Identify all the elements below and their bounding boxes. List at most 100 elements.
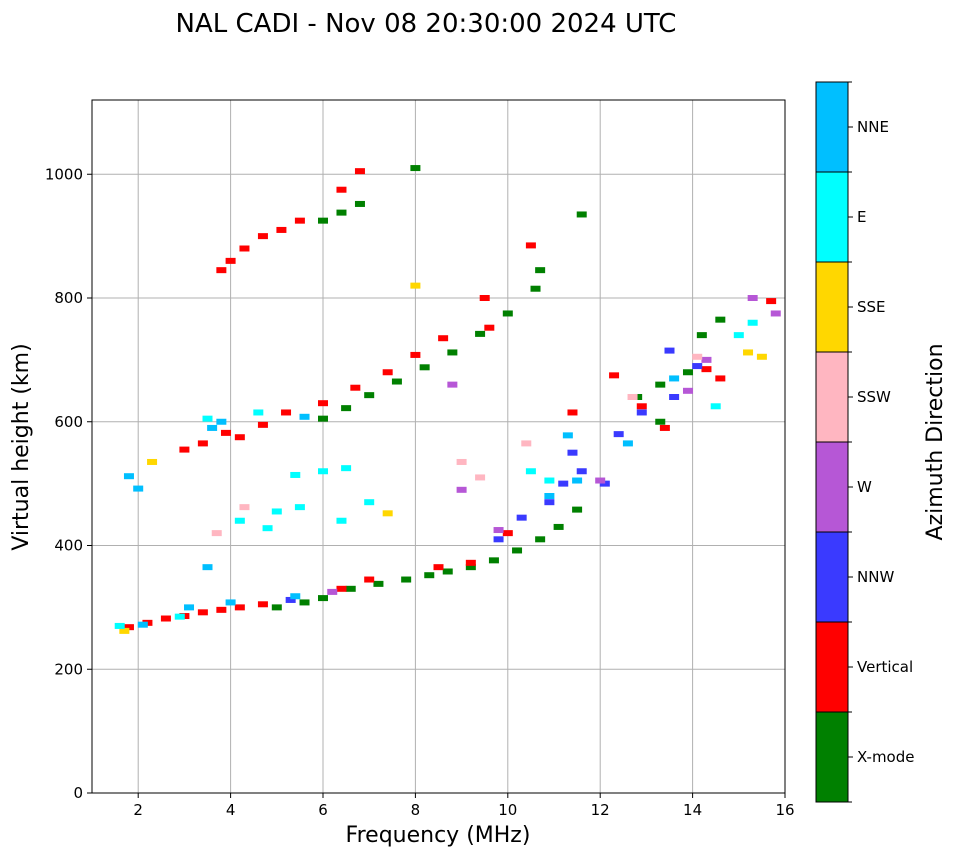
x-axis: 2 4 6 8 10 12 14 16 [133, 793, 795, 819]
data-point [456, 458, 467, 465]
data-point [493, 536, 504, 543]
data-point [410, 351, 421, 358]
data-point [391, 378, 402, 385]
data-point [290, 471, 301, 478]
series-e [114, 319, 758, 629]
data-point [341, 465, 352, 472]
x-axis-label: Frequency (MHz) [346, 823, 531, 848]
colorbar-segment [816, 262, 848, 352]
colorbar-tick-label: SSE [857, 298, 886, 316]
series-nnw [285, 347, 703, 603]
data-point [336, 517, 347, 524]
y-tick-label: 200 [54, 660, 83, 678]
data-point [502, 530, 513, 537]
data-point [318, 468, 328, 475]
data-point [567, 449, 578, 456]
data-point [341, 405, 352, 412]
data-point [197, 609, 208, 616]
data-point [733, 332, 744, 339]
data-point [281, 409, 292, 416]
colorbar-segment [816, 82, 848, 172]
colorbar-segment [816, 442, 848, 532]
data-point [465, 564, 476, 571]
data-point [710, 403, 721, 410]
data-point [433, 564, 444, 571]
data-point [655, 381, 666, 388]
data-point [225, 257, 236, 264]
data-point [350, 384, 361, 391]
data-point [234, 517, 245, 524]
data-point [239, 504, 250, 511]
colorbar-frame [815, 81, 849, 803]
data-point [682, 387, 693, 394]
data-point [225, 599, 236, 606]
colorbar-tick-label: NNE [857, 118, 889, 136]
data-point [493, 527, 504, 534]
y-tick-label: 800 [54, 289, 83, 307]
y-tick-label: 400 [54, 537, 83, 555]
data-point [239, 245, 250, 252]
data-point [544, 499, 555, 506]
colorbar-tick-label: E [857, 208, 866, 226]
data-point [562, 432, 573, 439]
data-point [123, 624, 134, 631]
data-point [216, 418, 227, 425]
data-point [257, 601, 268, 608]
data-point [160, 615, 171, 622]
data-point [294, 504, 305, 511]
data-point [544, 493, 555, 499]
data-point [253, 409, 264, 416]
data-point [525, 242, 536, 249]
colorbar-tick-label: W [857, 478, 872, 496]
data-point [299, 413, 310, 420]
data-point [133, 485, 144, 492]
data-point [336, 209, 347, 216]
y-tick-label: 600 [54, 413, 83, 431]
data-point [174, 613, 185, 620]
data-point [271, 508, 282, 515]
colorbar-tick-label: SSW [857, 388, 891, 406]
data-point [119, 627, 130, 634]
data-point [456, 486, 467, 493]
data-point [715, 316, 726, 323]
data-point [419, 364, 430, 371]
x-tick-label: 6 [318, 801, 328, 819]
data-point [572, 477, 583, 484]
colorbar-segment [816, 712, 848, 802]
colorbar-tick-label: NNW [857, 568, 894, 586]
data-point [701, 366, 712, 373]
data-point [327, 588, 338, 595]
data-point [197, 440, 208, 447]
data-point [447, 381, 458, 388]
data-point [216, 606, 227, 613]
data-point [336, 585, 347, 592]
data-point [576, 468, 587, 475]
data-point [715, 375, 726, 382]
data-point [123, 473, 134, 480]
x-tick-label: 12 [591, 801, 610, 819]
data-point [114, 622, 125, 629]
data-point [572, 506, 583, 513]
data-point [364, 392, 375, 399]
colorbar-segment [816, 172, 848, 262]
data-point [664, 347, 675, 354]
colorbar-segment [816, 622, 848, 712]
data-point [318, 400, 328, 407]
data-point [318, 217, 328, 224]
colorbar-tick-label: Vertical [857, 658, 913, 676]
data-point [234, 604, 245, 611]
data-point [609, 372, 620, 379]
x-tick-label: 8 [411, 801, 421, 819]
data-point [424, 572, 435, 579]
data-point [770, 310, 781, 317]
data-point [207, 424, 218, 431]
data-point [622, 440, 633, 447]
data-point [257, 233, 268, 240]
data-point [271, 604, 282, 611]
data-point [276, 226, 287, 233]
data-point [220, 429, 231, 436]
data-point [488, 557, 499, 564]
data-point [401, 576, 412, 583]
data-point [475, 474, 486, 481]
data-point [682, 369, 693, 376]
